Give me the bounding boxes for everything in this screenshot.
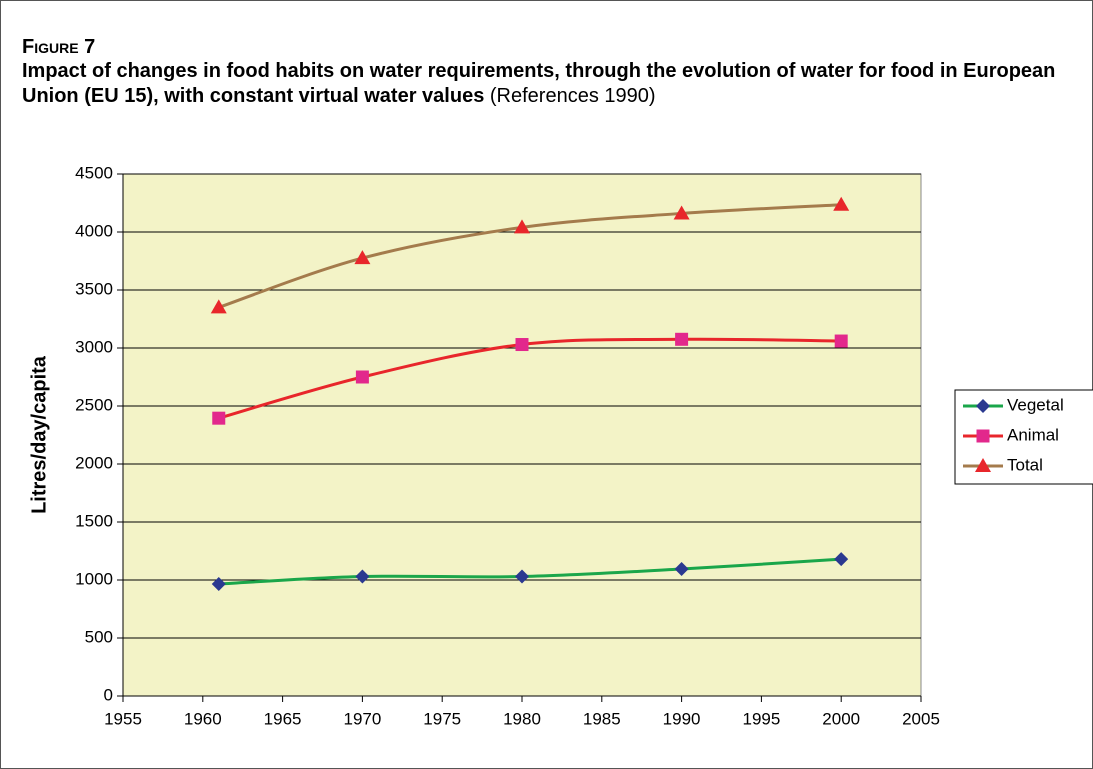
x-tick-label: 2005 [902, 709, 940, 728]
y-tick-label: 3000 [75, 337, 113, 356]
y-tick-label: 4000 [75, 221, 113, 240]
figure-label: Figure 7 [22, 36, 96, 58]
marker [515, 569, 529, 584]
marker [834, 334, 848, 348]
y-tick-label: 2000 [75, 453, 113, 472]
y-tick-label: 1000 [75, 569, 113, 588]
x-tick-label: 2000 [822, 709, 860, 728]
x-tick-label: 1975 [423, 709, 461, 728]
marker [212, 411, 226, 425]
x-tick-label: 1955 [104, 709, 142, 728]
marker [515, 338, 529, 352]
y-tick-label: 1500 [75, 511, 113, 530]
y-axis-label: Litres/day/capita [28, 355, 50, 514]
y-tick-label: 500 [85, 627, 113, 646]
x-tick-label: 1970 [343, 709, 381, 728]
marker [514, 219, 530, 234]
marker [355, 569, 370, 584]
x-tick-label: 1985 [583, 709, 621, 728]
marker [674, 561, 689, 576]
marker [211, 577, 226, 592]
legend-marker [975, 458, 991, 472]
y-tick-label: 4500 [75, 163, 113, 182]
marker [675, 332, 689, 346]
y-tick-label: 2500 [75, 395, 113, 414]
plot-area [122, 173, 922, 697]
marker [354, 250, 371, 265]
x-tick-label: 1995 [742, 709, 780, 728]
x-tick-label: 1960 [184, 709, 222, 728]
chart-subtitle: (References 1990) [489, 85, 656, 107]
legend-label: Vegetal [1007, 395, 1064, 414]
title-block: Impact of changes in food habits on wate… [22, 59, 1070, 109]
marker [833, 196, 850, 211]
marker [673, 205, 690, 220]
chart-title: Impact of changes in food habits on wate… [22, 60, 1056, 107]
legend-label: Animal [1007, 425, 1059, 444]
x-tick-label: 1980 [503, 709, 541, 728]
x-tick-label: 1965 [264, 709, 302, 728]
marker [210, 299, 227, 314]
legend-marker [976, 429, 990, 443]
x-tick-label: 1990 [663, 709, 701, 728]
legend-marker [976, 399, 990, 413]
y-tick-label: 0 [104, 685, 113, 704]
legend-label: Total [1007, 455, 1043, 474]
marker [834, 552, 849, 567]
marker [355, 370, 369, 384]
y-tick-label: 3500 [75, 279, 113, 298]
